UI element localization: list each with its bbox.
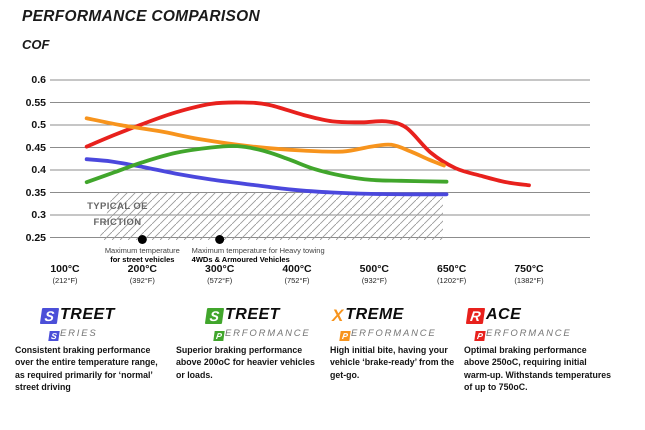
cof-line-chart	[50, 79, 590, 244]
product-description: Consistent braking performance over the …	[15, 345, 158, 393]
x-tick-fahrenheit: (572°F)	[207, 276, 233, 285]
x-tick-celsius: 400°C	[282, 263, 312, 275]
logo-word: TREET	[225, 306, 280, 323]
curve-xtreme-performance	[84, 116, 446, 168]
logo-line2-letter: P	[339, 331, 351, 341]
product-race-performance: R ACE P ERFORMANCE Optimal braking performan…	[464, 306, 612, 394]
marker-dot-1	[137, 235, 147, 244]
marker-label-line2: 4WDs & Armoured Vehicles	[191, 255, 290, 264]
x-tick-label-400: 400°C (752°F)	[265, 263, 329, 285]
logo-line2-word: ERIES	[60, 328, 98, 339]
curve-street-performance	[84, 144, 449, 185]
x-tick-fahrenheit: (1202°F)	[437, 276, 467, 285]
logo-line2-word: ERFORMANCE	[225, 328, 311, 339]
x-tick-celsius: 500°C	[359, 263, 389, 275]
marker-dot-2	[215, 235, 225, 244]
product-street-series: S TREET S ERIES Consistent braking performan…	[15, 306, 167, 394]
logo-initial-letter: X	[332, 306, 344, 325]
x-tick-label-300: 300°C (572°F)	[188, 263, 252, 285]
x-tick-fahrenheit: (932°F)	[361, 276, 387, 285]
logo-line1: R ACE	[465, 306, 612, 324]
marker-label-line2: for street vehicles	[110, 255, 175, 264]
logo-initial-letter: R	[465, 308, 486, 324]
x-tick-celsius: 750°C	[514, 263, 544, 275]
page-title: PERFORMANCE COMPARISON	[22, 8, 260, 25]
product-description: Optimal braking performance above 250oC,…	[464, 345, 612, 393]
logo-line1: S TREET	[204, 306, 324, 324]
curve-race-performance	[84, 100, 531, 188]
x-tick-fahrenheit: (212°F)	[52, 276, 78, 285]
product-street-performance: S TREET P ERFORMANCE Superior braking perfor…	[176, 306, 324, 381]
logo-word: TREET	[60, 306, 115, 323]
xtreme-performance-logo: X TREME P ERFORMANCE	[332, 306, 458, 341]
typical-oe-friction-band	[99, 192, 443, 240]
x-tick-fahrenheit: (392°F)	[129, 276, 155, 285]
oe-label-line1: TYPICAL OE	[87, 201, 148, 212]
x-tick-label-100: 100°C (212°F)	[33, 263, 97, 285]
x-tick-celsius: 300°C	[205, 263, 235, 275]
marker-label-line1: Maximum temperature for Heavy towing	[191, 246, 325, 255]
logo-line2: S ERIES	[48, 323, 167, 341]
x-tick-fahrenheit: (1382°F)	[514, 276, 544, 285]
logo-line2-letter: S	[48, 331, 60, 341]
y-tick-label-0.4: 0.4	[31, 164, 46, 176]
oe-label-line2: FRICTION	[93, 217, 142, 228]
y-tick-label-0.5: 0.5	[31, 119, 46, 131]
logo-line2-word: ERFORMANCE	[486, 328, 572, 339]
marker-label-line1: Maximum temperature	[104, 246, 180, 255]
street-series-logo: S TREET S ERIES	[39, 306, 167, 341]
logo-initial-letter: S	[204, 308, 225, 324]
y-tick-label-0.6: 0.6	[31, 74, 46, 86]
y-tick-label-0.45: 0.45	[25, 141, 46, 154]
logo-word: ACE	[486, 306, 522, 323]
y-axis-title: COF	[22, 37, 50, 52]
typical-oe-friction-label: TYPICAL OE FRICTION	[75, 201, 160, 228]
logo-line1: S TREET	[39, 306, 167, 324]
y-tick-label-0.35: 0.35	[25, 186, 46, 199]
marker-label-2: Maximum temperature for Heavy towing 4WDs…	[192, 246, 325, 264]
x-tick-fahrenheit: (752°F)	[284, 276, 310, 285]
product-legend-row: S TREET S ERIES Consistent braking performan…	[0, 306, 645, 426]
y-tick-label-0.3: 0.3	[31, 209, 46, 221]
logo-line2-word: ERFORMANCE	[351, 328, 437, 339]
street-performance-logo: S TREET P ERFORMANCE	[204, 306, 324, 341]
x-tick-celsius: 200°C	[127, 263, 157, 275]
x-tick-label-650: 650°C (1202°F)	[420, 263, 484, 285]
logo-line2-letter: P	[474, 331, 486, 341]
logo-line2: P ERFORMANCE	[213, 323, 324, 341]
product-description: High initial bite, having your vehicle ‘…	[330, 345, 455, 380]
logo-line2: P ERFORMANCE	[474, 323, 612, 341]
x-tick-label-750: 750°C (1382°F)	[497, 263, 561, 285]
logo-line1: X TREME	[332, 306, 458, 324]
x-tick-label-500: 500°C (932°F)	[342, 263, 406, 285]
y-tick-label-0.55: 0.55	[25, 96, 46, 109]
product-description: Superior braking performance above 200oC…	[176, 345, 315, 380]
x-tick-label-200: 200°C (392°F)	[110, 263, 174, 285]
logo-initial-letter: S	[39, 308, 60, 324]
x-tick-celsius: 100°C	[50, 263, 80, 275]
x-tick-celsius: 650°C	[437, 263, 467, 275]
y-tick-label-0.25: 0.25	[25, 231, 46, 244]
race-performance-logo: R ACE P ERFORMANCE	[465, 306, 612, 341]
product-xtreme-performance: X TREME P ERFORMANCE High initial bite, havi…	[330, 306, 458, 381]
logo-line2: P ERFORMANCE	[339, 323, 458, 341]
logo-word: TREME	[345, 306, 404, 323]
logo-line2-letter: P	[213, 331, 225, 341]
marker-label-1: Maximum temperature for street vehicles	[105, 246, 180, 264]
